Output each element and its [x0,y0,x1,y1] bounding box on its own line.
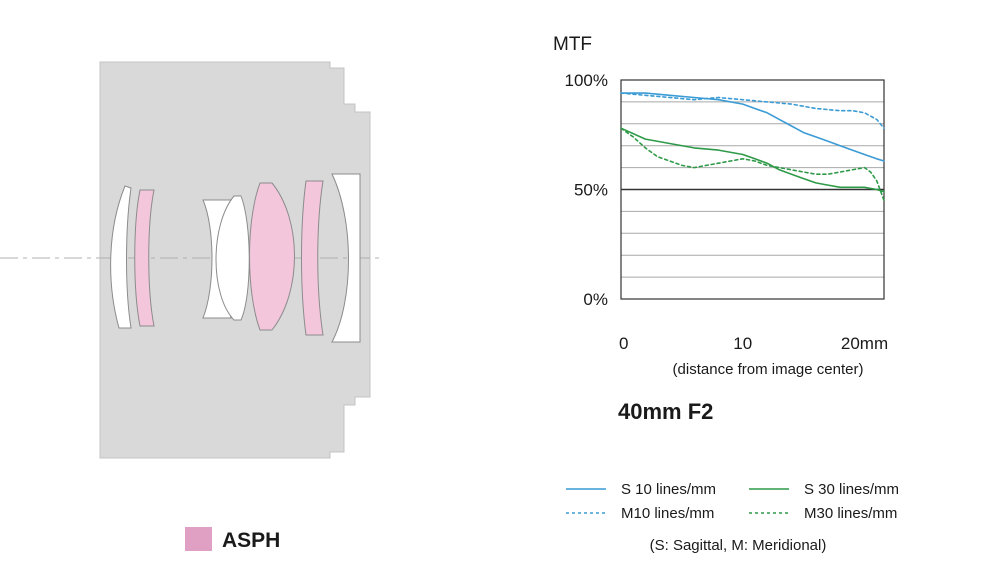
y-tick-labels: 0% 50% 100% [565,71,608,309]
x-tick-label: 0 [619,334,628,353]
lens-element-5-asph [249,182,295,331]
series-line-4 [620,127,885,202]
lens-element-1 [110,185,132,329]
x-axis-label: (distance from image center) [673,361,864,378]
series-line-2 [620,92,885,129]
legend-label-3: S 30 lines/mm [804,481,899,498]
chart-title: MTF [553,34,592,55]
y-tick-label: 0% [583,290,608,309]
y-tick-label: 50% [574,181,608,200]
lens-element-4 [215,195,250,321]
plot-frame [620,79,885,300]
lens-diagram: ASPH [0,61,382,552]
x-tick-label: 10 [733,334,752,353]
asph-legend-swatch [185,527,212,551]
series-layer [620,92,885,202]
legend-label-4: M30 lines/mm [804,505,897,522]
lens-element-7 [331,173,361,343]
series-line-3 [620,127,885,193]
chart-legend: S 10 lines/mm M10 lines/mm S 30 lines/mm M3… [566,481,899,522]
legend-label-1: S 10 lines/mm [621,481,716,498]
grid-layer [620,79,885,300]
lens-element-6-asph [301,180,324,336]
legend-label-2: M10 lines/mm [621,505,714,522]
x-tick-label: 20mm [841,334,888,353]
chart-subtitle: 40mm F2 [618,399,713,424]
series-line-1 [620,92,885,162]
legend-note: (S: Sagittal, M: Meridional) [650,537,827,554]
mtf-chart: MTF 0% 50% 100% 0 10 20mm (distance from ima… [553,34,899,554]
asph-legend-label: ASPH [222,529,280,552]
x-tick-labels: 0 10 20mm [619,334,888,353]
y-tick-label: 100% [565,71,608,90]
lens-element-2-asph [134,189,155,327]
